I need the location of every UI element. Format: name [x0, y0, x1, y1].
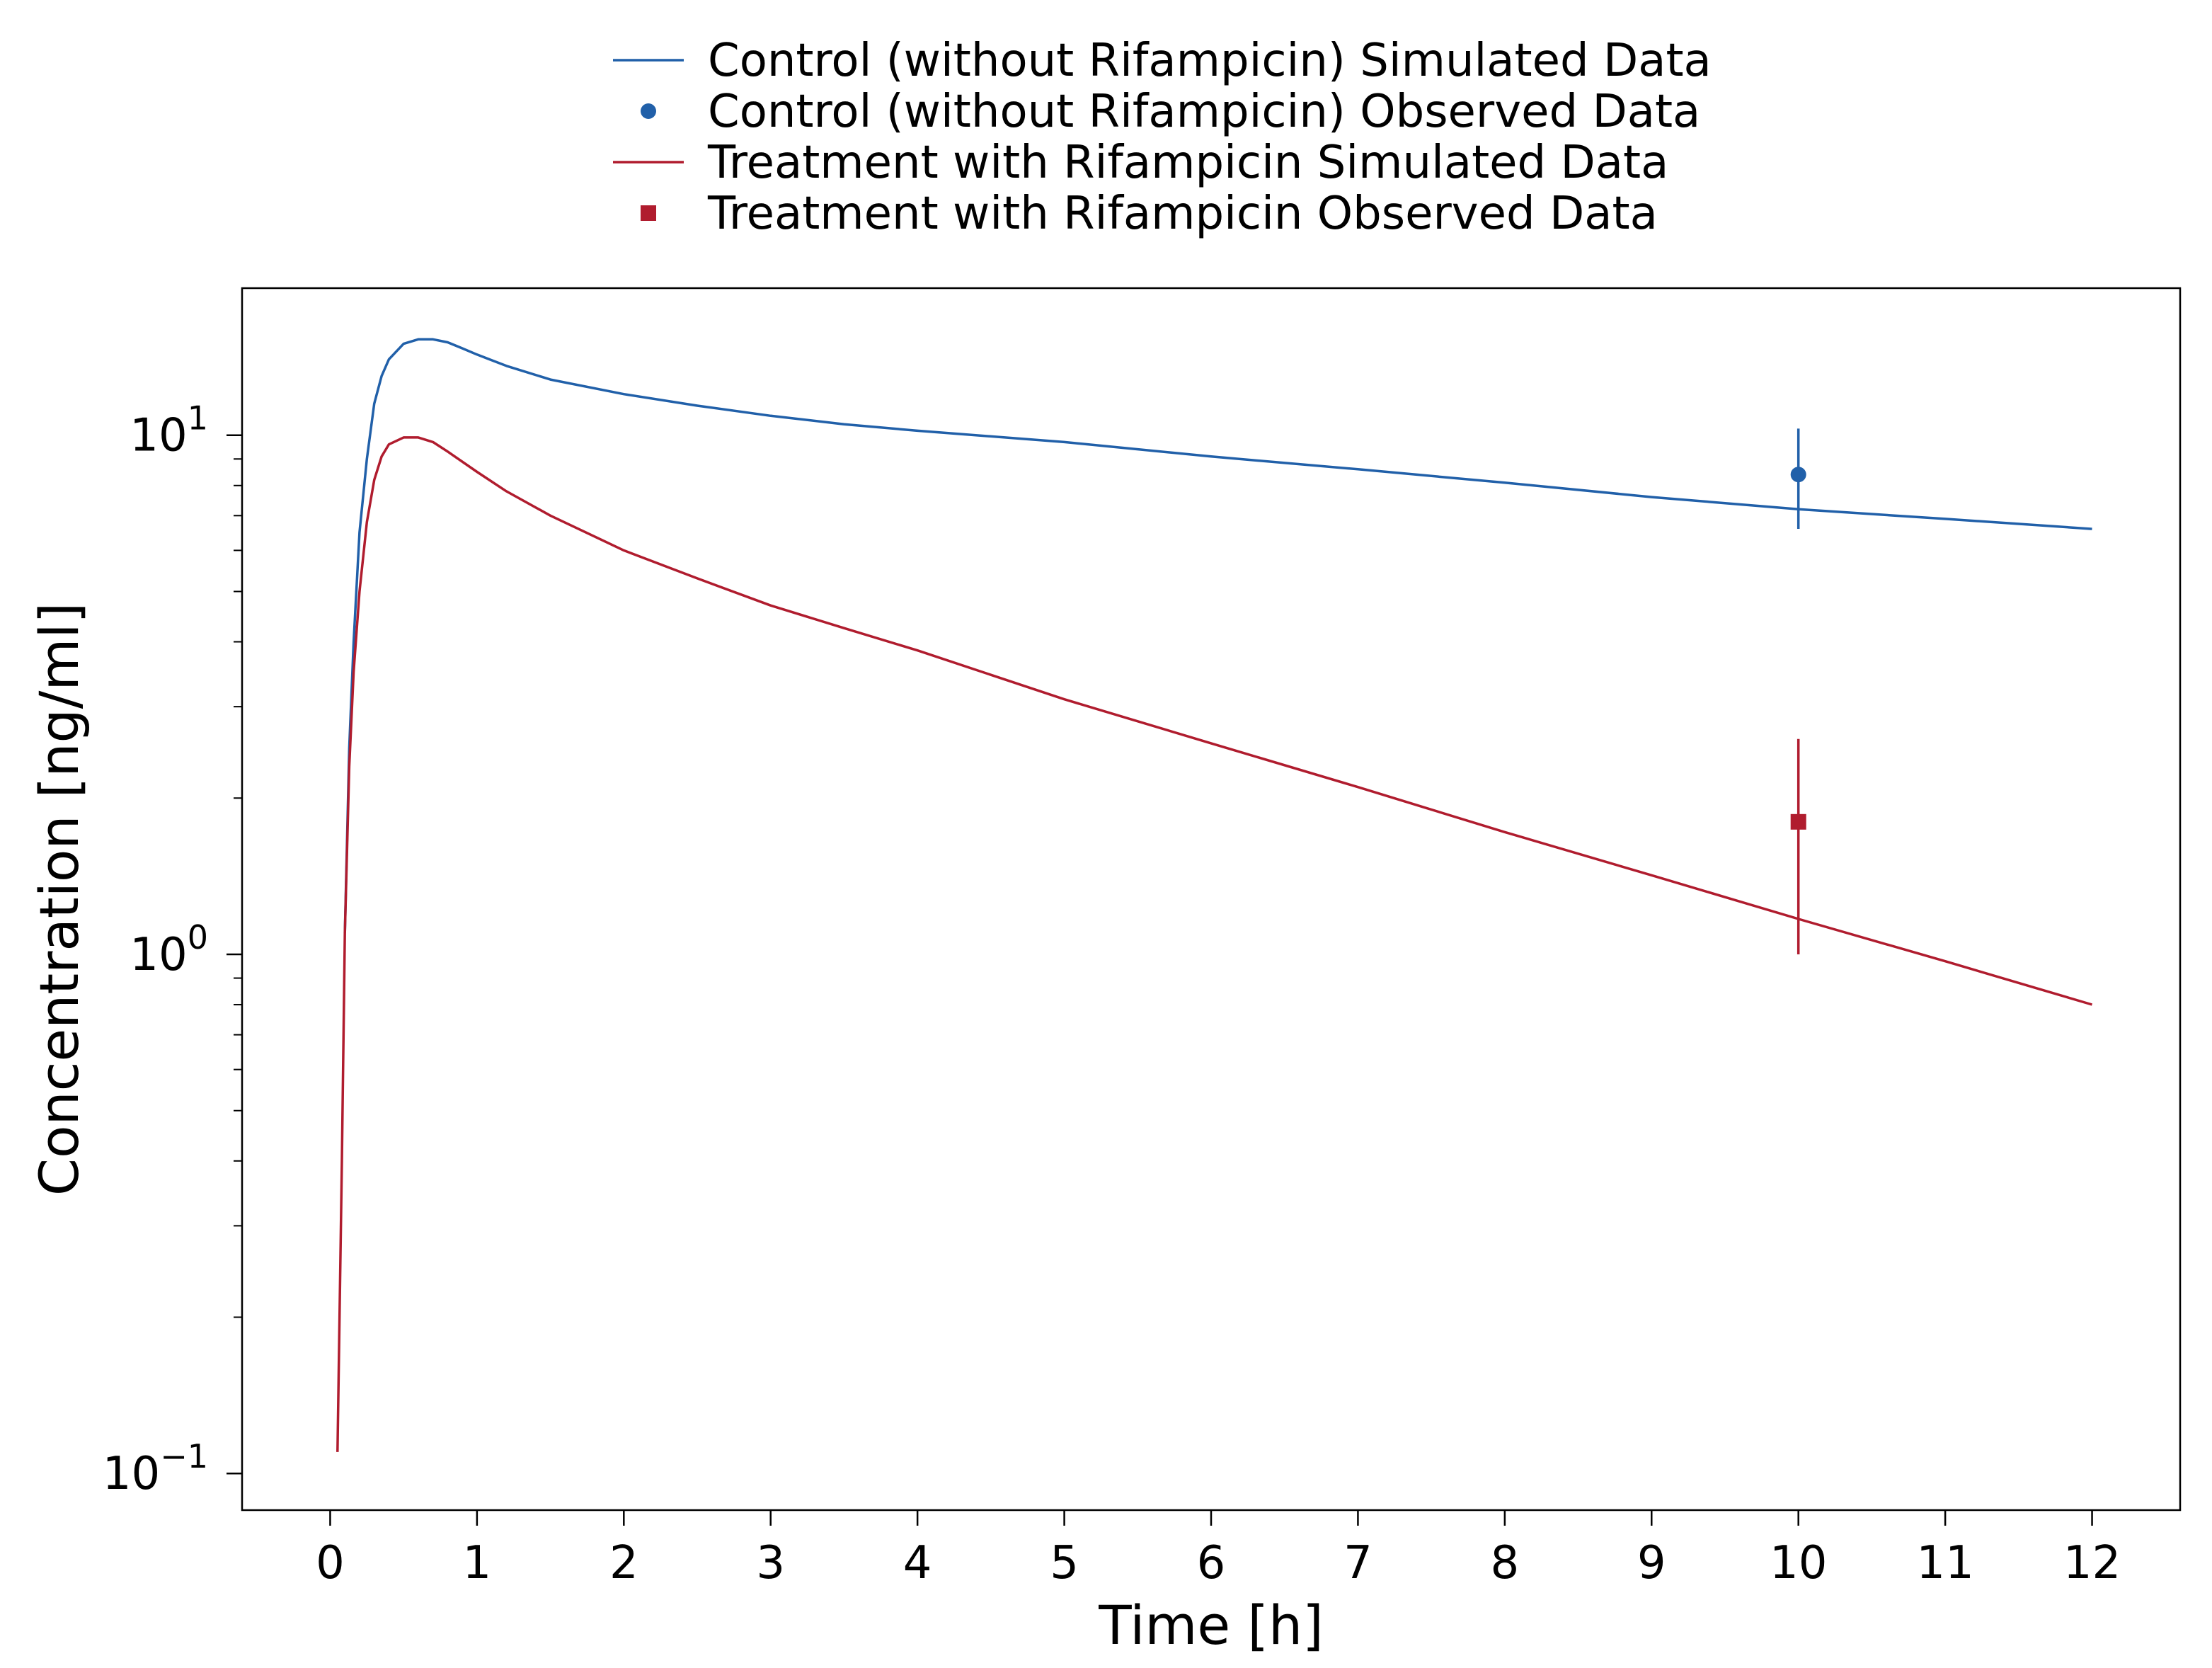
legend-circle-swatch — [641, 103, 656, 119]
x-tick-label: 6 — [1197, 1537, 1226, 1589]
x-axis-label: Time [h] — [1098, 1594, 1324, 1657]
x-tick-label: 3 — [756, 1537, 785, 1589]
y-tick-exponent: −1 — [160, 1437, 208, 1475]
legend-label: Treatment with Rifampicin Simulated Data — [707, 137, 1668, 189]
x-tick-label: 4 — [903, 1537, 932, 1589]
y-tick-exponent: 1 — [188, 399, 208, 438]
y-tick-exponent: 0 — [188, 918, 208, 956]
data-point-square — [1790, 813, 1806, 830]
y-axis-label: Concentration [ng/ml] — [28, 602, 91, 1196]
legend-label: Treatment with Rifampicin Observed Data — [707, 188, 1658, 240]
x-tick-label: 1 — [463, 1537, 492, 1589]
x-tick-label: 5 — [1050, 1537, 1079, 1589]
x-tick-label: 7 — [1343, 1537, 1373, 1589]
series-line-0 — [343, 338, 2092, 933]
y-tick-label: 10−1 — [103, 1437, 208, 1500]
x-tick-label: 9 — [1637, 1537, 1666, 1589]
y-tick-label: 101 — [130, 399, 208, 462]
plot-series — [336, 338, 2092, 1452]
y-tick-base: 10 — [103, 1448, 160, 1500]
legend-label: Control (without Rifampicin) Observed Da… — [708, 86, 1700, 138]
data-point-circle — [1790, 467, 1806, 483]
legend-square-swatch — [641, 205, 656, 221]
x-tick-label: 11 — [1916, 1537, 1973, 1589]
x-tick-label: 8 — [1490, 1537, 1519, 1589]
y-tick-label: 100 — [130, 918, 208, 981]
x-tick-label: 10 — [1770, 1537, 1827, 1589]
y-tick-base: 10 — [130, 929, 187, 981]
x-tick-label: 12 — [2063, 1537, 2121, 1589]
legend: Control (without Rifampicin) Simulated D… — [613, 35, 1712, 240]
x-tick-label: 0 — [316, 1537, 345, 1589]
series-line-2 — [336, 436, 2092, 1452]
legend-label: Control (without Rifampicin) Simulated D… — [708, 35, 1712, 87]
y-tick-base: 10 — [130, 410, 187, 462]
x-axis: 0 1 2 3 4 5 6 7 8 9 10 11 12 — [316, 1510, 2121, 1589]
x-tick-label: 2 — [609, 1537, 638, 1589]
